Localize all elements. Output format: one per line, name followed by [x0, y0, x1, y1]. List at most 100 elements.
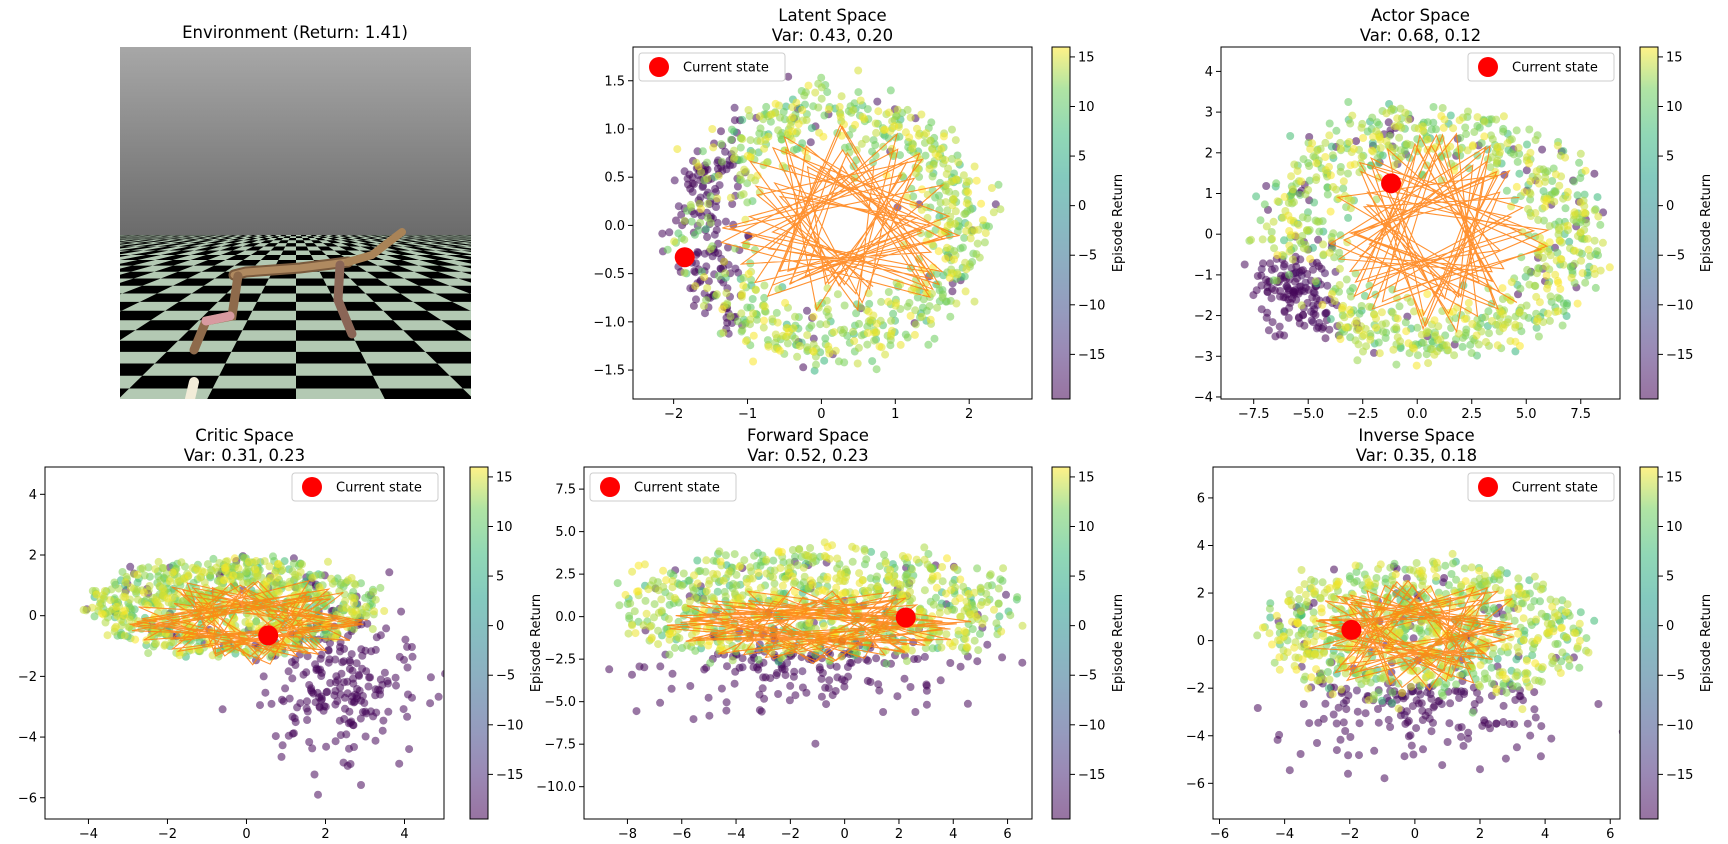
scatter-point [1335, 287, 1343, 296]
scatter-point [679, 569, 688, 578]
scatter-point [1374, 718, 1383, 727]
scatter-point [1530, 705, 1539, 714]
scatter-point [654, 640, 663, 649]
scatter-point [1492, 115, 1501, 124]
current-state-marker [674, 247, 695, 268]
scatter-point [1419, 338, 1428, 347]
scatter-point [1392, 360, 1401, 369]
scatter-point [251, 565, 260, 574]
scatter-point [1543, 309, 1552, 318]
scatter-point [952, 299, 961, 308]
scatter-point [943, 606, 952, 615]
scatter-point [1541, 177, 1549, 186]
scatter-point [1484, 307, 1493, 316]
scatter-point [628, 567, 637, 576]
scatter-point [1348, 284, 1357, 292]
scatter-point [722, 706, 731, 715]
scatter-point [1267, 228, 1276, 236]
scatter-point [1418, 581, 1427, 590]
y-tick-label: 1.5 [604, 74, 625, 89]
scatter-point [668, 583, 677, 592]
scatter-point [956, 612, 965, 621]
scatter-point [1319, 250, 1328, 259]
y-tick-label: −2 [1194, 309, 1213, 324]
scatter-point [1514, 648, 1523, 657]
scatter-point [1525, 280, 1534, 289]
scatter-point [743, 198, 752, 207]
trajectory-line [666, 586, 972, 665]
scatter-point [1285, 247, 1294, 256]
scatter-point [1438, 691, 1447, 700]
scatter-point [824, 342, 833, 351]
scatter-point [893, 105, 902, 114]
scatter-point [708, 125, 717, 133]
scatter-point [881, 125, 889, 134]
scatter-point [724, 243, 732, 252]
colorbar-tick-label: 15 [496, 470, 513, 485]
scatter-point [1469, 141, 1477, 150]
scatter-point [825, 349, 834, 358]
scatter-point [1252, 192, 1261, 201]
scatter-point [256, 701, 264, 710]
scatter-point [1365, 302, 1374, 311]
scatter-point [701, 309, 709, 318]
scatter-point [656, 662, 665, 671]
scatter-point [919, 295, 928, 304]
scatter-point [1351, 319, 1359, 328]
legend-label: Current state [634, 481, 720, 496]
colorbar-tick-label: 5 [1078, 570, 1086, 585]
scatter-point [893, 692, 902, 701]
scatter-point [889, 309, 898, 318]
scatter-point [769, 556, 778, 565]
scatter-point [1541, 262, 1550, 271]
scatter-point [820, 622, 828, 631]
scatter-point [789, 146, 798, 155]
scatter-point [121, 593, 130, 602]
scatter-point [1323, 281, 1332, 290]
scatter-point [974, 646, 983, 655]
scatter-point [762, 102, 771, 111]
scatter-point [1437, 112, 1446, 120]
scatter-point [646, 622, 655, 631]
scatter-point [1543, 194, 1552, 203]
scatter-point [738, 135, 747, 144]
scatter-point [315, 703, 324, 712]
y-tick-label: 0 [29, 609, 37, 624]
scatter-point [1531, 676, 1540, 685]
scatter-point [1457, 732, 1465, 741]
scatter-point [663, 245, 672, 254]
scatter-point [1488, 135, 1497, 144]
scatter-point [903, 657, 911, 666]
scatter-point [144, 649, 153, 658]
scatter-point [956, 244, 965, 253]
scatter-point [1410, 344, 1418, 353]
scatter-point [625, 611, 634, 620]
scatter-point [721, 269, 730, 278]
scatter-point [713, 570, 722, 579]
scatter-point [1262, 182, 1271, 190]
critic-subtitle: Var: 0.31, 0.23 [184, 446, 305, 465]
scatter-point [103, 631, 112, 640]
scatter-point [992, 619, 1001, 628]
scatter-point [745, 112, 754, 120]
scatter-point [1257, 265, 1266, 274]
scatter-point [1605, 263, 1614, 272]
scatter-point [935, 637, 944, 645]
scatter-point [999, 564, 1008, 573]
scatter-point [936, 676, 945, 685]
scatter-point [1551, 170, 1560, 179]
scatter-point [341, 597, 350, 606]
scatter-point [983, 598, 991, 606]
scatter-point [807, 124, 816, 133]
scatter-point [1018, 621, 1027, 630]
scatter-point [1273, 251, 1282, 260]
y-tick-label: 2 [1205, 146, 1213, 161]
scatter-point [644, 585, 653, 594]
scatter-point [1368, 138, 1377, 147]
scatter-point [1301, 672, 1310, 681]
scatter-point [699, 301, 708, 310]
scatter-point [613, 579, 622, 588]
scatter-point [696, 218, 705, 227]
